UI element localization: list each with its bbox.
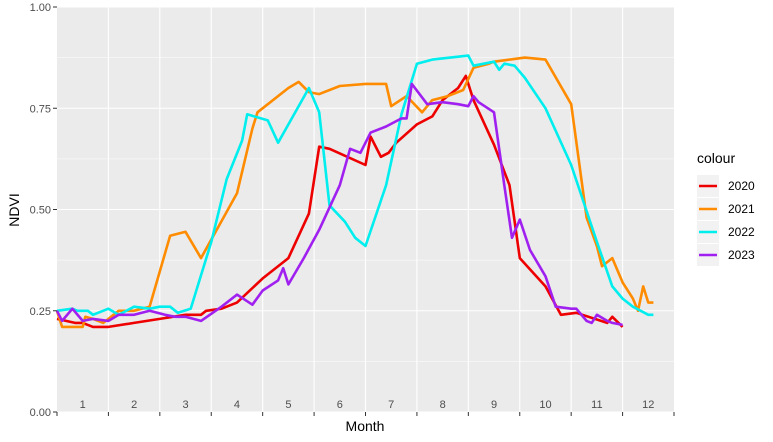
series-line-2023 [55, 82, 623, 327]
legend-label: 2021 [728, 202, 755, 216]
major-gridlines [57, 6, 674, 413]
y-tick-label: 0.50 [30, 205, 51, 217]
x-tick-label: 12 [642, 399, 654, 411]
series-lines [55, 54, 654, 329]
x-tick-label: 8 [440, 399, 446, 411]
x-axis-title: Month [346, 418, 385, 434]
y-axis-title: NDVI [6, 193, 22, 226]
x-tick-label: 9 [491, 399, 497, 411]
x-tick-label: 2 [131, 399, 137, 411]
x-tick-label: 7 [388, 399, 394, 411]
y-tick-label: 0.00 [30, 407, 51, 419]
y-tick-label: 1.00 [30, 2, 51, 14]
y-tick-label: 0.75 [30, 103, 51, 115]
series-line-2022 [56, 54, 654, 317]
x-tick-label: 11 [591, 399, 602, 411]
x-tick-label: 5 [285, 399, 291, 411]
y-axis-ticks: 0.00 0.25 0.50 0.75 1.00 [30, 2, 57, 419]
legend: colour 2020 2021 2022 2023 [697, 150, 755, 266]
legend-label: 2022 [728, 225, 755, 239]
x-tick-label: 3 [182, 399, 188, 411]
series-line-2020 [56, 74, 624, 329]
x-tick-label: 10 [539, 399, 551, 411]
x-tick-label: 4 [234, 399, 240, 411]
x-tick-label: 6 [337, 399, 343, 411]
legend-label: 2020 [728, 179, 755, 193]
y-tick-label: 0.25 [30, 306, 51, 318]
legend-title: colour [697, 150, 735, 166]
legend-label: 2023 [728, 248, 755, 262]
x-axis-ticks: 1 2 3 4 5 6 7 8 9 10 11 12 [56, 399, 675, 416]
x-tick-label: 1 [80, 399, 86, 411]
